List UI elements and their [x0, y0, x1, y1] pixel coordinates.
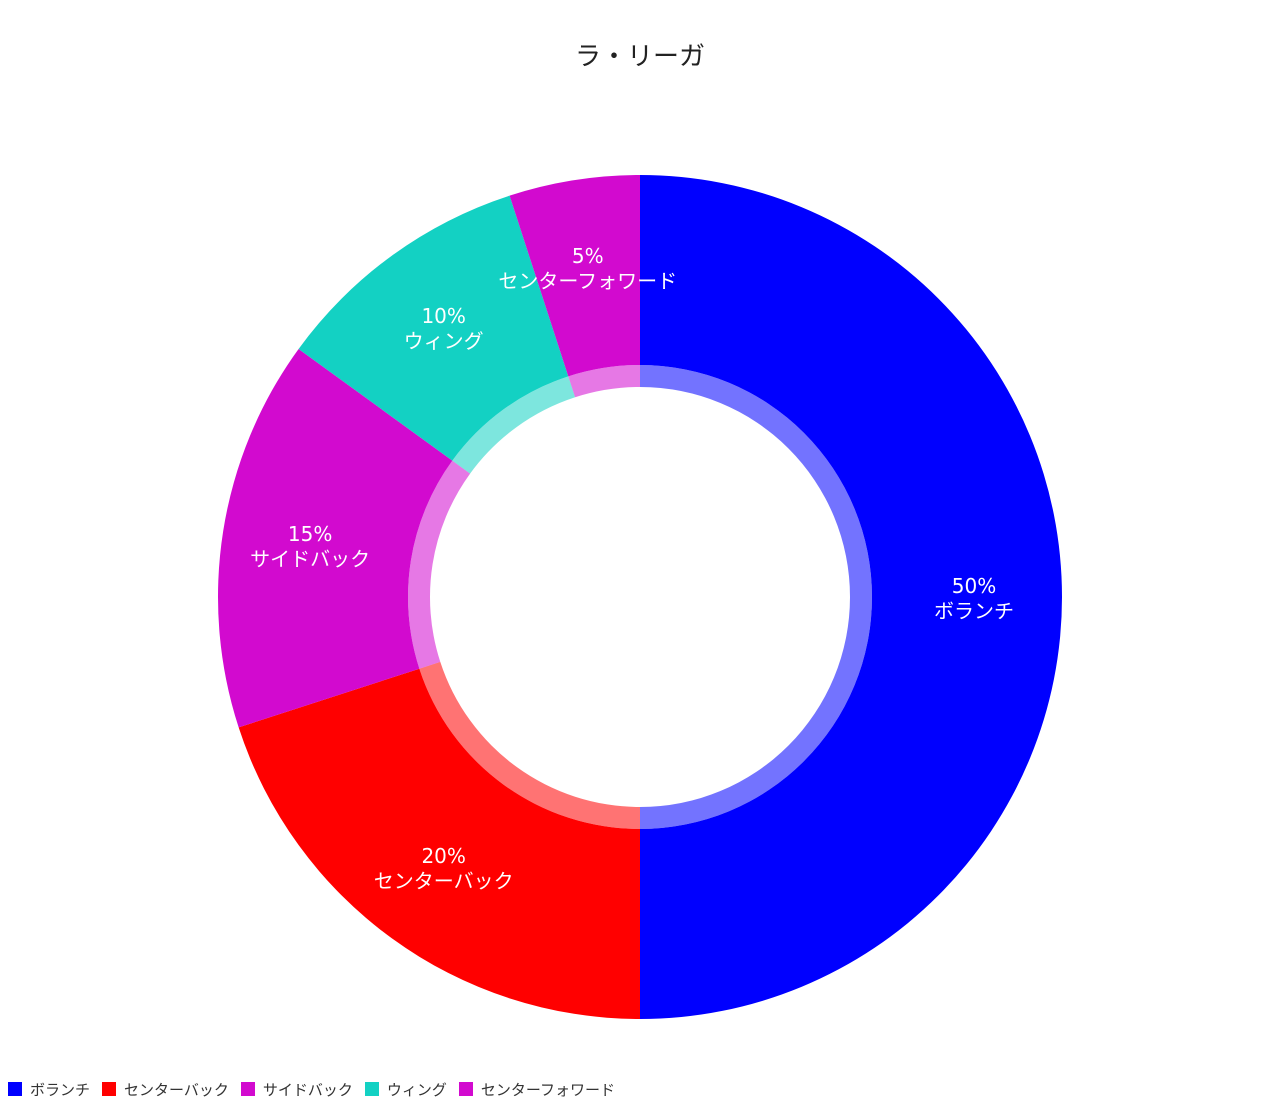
legend-label-1: センターバック: [124, 1080, 229, 1099]
slice-inner-ring-4: [568, 365, 640, 398]
slice-name-0: ボランチ: [934, 599, 1014, 623]
legend: ボランチ センターバック サイドバック ウィング センターフォワード: [8, 1078, 627, 1100]
slice-labels-group: 50%ボランチ 20%センターバック 15%サイドバック 10%ウィング 5%センターフ…: [250, 244, 1014, 893]
legend-item-3[interactable]: ウィング: [364, 1079, 447, 1100]
slice-percent-4: 5%: [572, 244, 604, 268]
slice-0[interactable]: [640, 175, 1062, 1019]
legend-label-2: サイドバック: [262, 1080, 353, 1099]
legend-item-0[interactable]: ボランチ: [8, 1079, 90, 1100]
slice-1[interactable]: [238, 668, 640, 1019]
slices-group: [218, 175, 1062, 1019]
legend-label-4: センターフォワード: [480, 1080, 616, 1099]
legend-swatch-2: [240, 1082, 255, 1096]
legend-item-2[interactable]: サイドバック: [240, 1079, 353, 1100]
slice-percent-1: 20%: [421, 844, 465, 868]
slice-name-3: ウィング: [404, 329, 484, 353]
slice-percent-3: 10%: [421, 304, 465, 328]
slice-label-4: 5%センターフォワード: [498, 244, 677, 293]
legend-item-4[interactable]: センターフォワード: [458, 1079, 616, 1100]
slice-label-0: 50%ボランチ: [934, 574, 1014, 623]
slice-percent-2: 15%: [288, 522, 332, 546]
slice-name-1: センターバック: [374, 869, 514, 893]
slice-name-4: センターフォワード: [498, 269, 677, 293]
slice-3[interactable]: [298, 195, 569, 461]
chart-title: ラ・リーガ: [574, 42, 705, 72]
slice-name-2: サイドバック: [250, 547, 370, 571]
slice-label-3: 10%ウィング: [404, 304, 484, 353]
slice-inner-ring-1: [419, 661, 640, 829]
legend-swatch-0: [8, 1082, 22, 1096]
slice-inner-ring-3: [452, 376, 576, 474]
slice-4[interactable]: [509, 175, 640, 377]
slice-label-1: 20%センターバック: [374, 844, 514, 893]
legend-label-0: ボランチ: [30, 1080, 91, 1099]
legend-swatch-4: [458, 1082, 473, 1096]
slice-percent-0: 50%: [952, 574, 996, 598]
inner-ring-group: [408, 365, 872, 829]
legend-label-3: ウィング: [386, 1080, 447, 1099]
slice-inner-ring-2: [408, 460, 471, 669]
legend-item-1[interactable]: センターバック: [102, 1079, 229, 1100]
legend-swatch-3: [364, 1082, 379, 1096]
slice-label-2: 15%サイドバック: [250, 522, 370, 571]
legend-swatch-1: [102, 1082, 117, 1096]
slice-2[interactable]: [218, 348, 453, 728]
